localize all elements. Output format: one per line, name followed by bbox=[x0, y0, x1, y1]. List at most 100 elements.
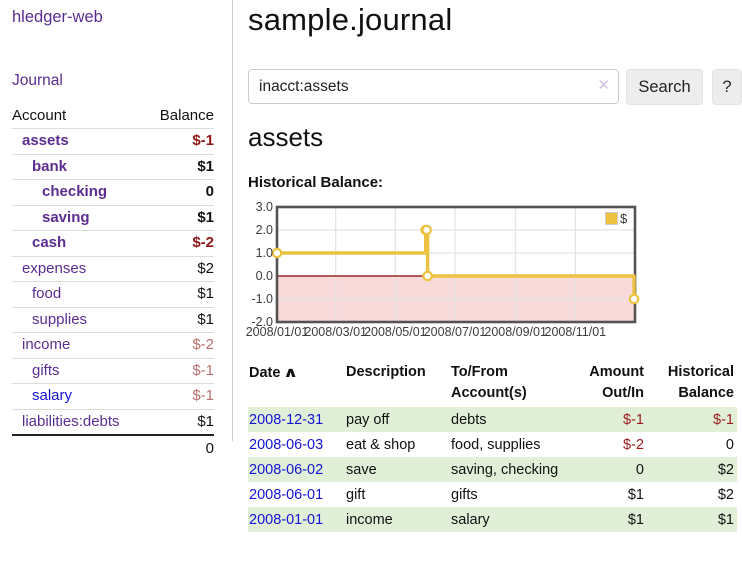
transaction-accounts: debts bbox=[451, 411, 487, 428]
transaction-date-link[interactable]: 2008-06-02 bbox=[249, 461, 324, 478]
y-axis-tick-label: 2.0 bbox=[255, 223, 273, 237]
main-content: sample.journal ✕ Search ? assets Histori… bbox=[246, 0, 742, 582]
sidebar-item-journal[interactable]: Journal bbox=[12, 72, 63, 89]
account-link[interactable]: checking bbox=[42, 183, 108, 200]
date-cell: 2008-12-31 bbox=[248, 407, 345, 432]
account-balance: $-2 bbox=[192, 234, 214, 251]
date-cell: 2008-06-02 bbox=[248, 457, 345, 482]
x-axis-tick-label: 2008/05/01 bbox=[364, 325, 427, 339]
legend-series-label: $ bbox=[620, 211, 628, 226]
account-link[interactable]: supplies bbox=[32, 310, 88, 328]
x-axis-tick-label: 2008/11/01 bbox=[544, 325, 607, 339]
account-row: liabilities:debts $1 bbox=[12, 408, 214, 435]
register-header-row: Date ∧ Description To/From Account(s) Amo… bbox=[248, 362, 737, 407]
transaction-balance: $1 bbox=[717, 511, 734, 528]
account-balance: 0 bbox=[205, 183, 214, 200]
account-balance: $1 bbox=[197, 208, 214, 226]
app-brand-link[interactable]: hledger-web bbox=[12, 8, 103, 26]
help-button[interactable]: ? bbox=[712, 69, 742, 105]
account-balance: $-2 bbox=[192, 336, 214, 353]
transaction-balance: 0 bbox=[725, 436, 734, 453]
transaction-date-link[interactable]: 2008-06-03 bbox=[249, 436, 324, 453]
account-link[interactable]: cash bbox=[32, 234, 67, 251]
transaction-accounts: saving, checking bbox=[451, 461, 559, 478]
chart-legend: $ bbox=[605, 211, 627, 226]
clear-search-icon[interactable]: ✕ bbox=[597, 77, 610, 94]
transaction-description: eat & shop bbox=[346, 436, 416, 453]
chart-plot-area bbox=[271, 205, 640, 324]
account-balance: $1 bbox=[197, 310, 214, 328]
amount-column-header: Amount Out/In bbox=[589, 364, 644, 401]
transaction-row: 2008-06-03 eat & shop food, supplies $-2 0 bbox=[248, 432, 737, 457]
y-axis-tick-label: 0.0 bbox=[255, 269, 273, 283]
account-link[interactable]: gifts bbox=[32, 361, 60, 379]
account-balance: $-1 bbox=[192, 132, 214, 149]
account-link[interactable]: food bbox=[32, 285, 62, 302]
transaction-date-link[interactable]: 2008-06-01 bbox=[249, 486, 324, 503]
account-link[interactable]: liabilities:debts bbox=[22, 412, 120, 430]
accounts-column-header: To/From Account(s) bbox=[451, 364, 527, 401]
x-axis-tick-label: 2008/07/01 bbox=[423, 325, 487, 339]
account-row: salary $-1 bbox=[12, 383, 214, 409]
x-axis-tick-label: 2008/01/01 bbox=[245, 325, 309, 339]
transaction-date-link[interactable]: 2008-12-31 bbox=[249, 411, 324, 428]
legend-color-swatch-icon bbox=[605, 212, 618, 225]
y-axis-tick-label: 1.0 bbox=[255, 246, 273, 260]
date-column-header[interactable]: Date ∧ bbox=[249, 364, 299, 381]
transaction-amount: $1 bbox=[627, 486, 644, 503]
accounts-table: Account Balance assets $-1 bank $1 checking 0… bbox=[12, 104, 214, 461]
x-axis-tick-label: 2008/09/01 bbox=[484, 325, 547, 339]
account-link[interactable]: expenses bbox=[22, 259, 87, 277]
transaction-balance: $2 bbox=[717, 461, 734, 478]
search-input[interactable] bbox=[248, 69, 619, 104]
account-balance: $2 bbox=[197, 259, 214, 277]
transaction-accounts: food, supplies bbox=[451, 436, 541, 453]
account-balance: $1 bbox=[197, 412, 214, 430]
transaction-balance: $-1 bbox=[713, 411, 734, 428]
description-column-header: Description bbox=[346, 364, 426, 380]
transaction-date-link[interactable]: 2008-01-01 bbox=[249, 511, 324, 528]
account-link[interactable]: bank bbox=[32, 157, 68, 175]
transaction-accounts: salary bbox=[451, 511, 490, 528]
transaction-row: 2008-06-01 gift gifts $1 $2 bbox=[248, 482, 737, 507]
y-axis-tick-label: -1.0 bbox=[251, 292, 273, 306]
transaction-amount: $-2 bbox=[623, 436, 644, 453]
transaction-amount: 0 bbox=[635, 461, 644, 478]
account-balance: $1 bbox=[197, 157, 214, 175]
account-row: assets $-1 bbox=[12, 128, 214, 154]
account-link[interactable]: assets bbox=[22, 132, 69, 149]
date-cell: 2008-06-01 bbox=[248, 482, 345, 507]
account-row: gifts $-1 bbox=[12, 357, 214, 384]
account-row: bank $1 bbox=[12, 153, 214, 180]
account-row: expenses $2 bbox=[12, 255, 214, 282]
x-axis-tick-label: 2008/03/01 bbox=[304, 325, 367, 339]
accounts-total-row: 0 bbox=[12, 434, 214, 461]
chart-heading: Historical Balance: bbox=[248, 174, 384, 191]
account-row: income $-2 bbox=[12, 332, 214, 358]
accounts-table-header: Account Balance bbox=[12, 104, 214, 128]
accounts-total-value: 0 bbox=[205, 440, 214, 457]
transaction-description: pay off bbox=[346, 411, 390, 428]
transaction-row: 2008-12-31 pay off debts $-1 $-1 bbox=[248, 407, 737, 432]
account-row: cash $-2 bbox=[12, 230, 214, 256]
balance-column-header: Balance bbox=[159, 107, 214, 124]
transaction-description: save bbox=[346, 461, 377, 478]
historical-balance-chart: $ 3.0 2.0 1.0 0.0 -1.0 -2.0 2008/01/01 2008/03/… bbox=[246, 198, 742, 342]
account-row: checking 0 bbox=[12, 179, 214, 205]
account-link[interactable]: salary bbox=[32, 387, 73, 404]
y-axis-tick-label: 3.0 bbox=[255, 200, 273, 214]
account-title: assets bbox=[248, 122, 324, 152]
transaction-description: income bbox=[346, 511, 393, 528]
account-link[interactable]: income bbox=[22, 336, 71, 353]
account-column-header: Account bbox=[12, 107, 67, 124]
search-button[interactable]: Search bbox=[626, 69, 703, 105]
search-bar: ✕ Search ? bbox=[248, 69, 742, 105]
account-link[interactable]: saving bbox=[42, 208, 90, 226]
transaction-balance: $2 bbox=[717, 486, 734, 503]
transaction-amount: $1 bbox=[627, 511, 644, 528]
register-table: Date ∧ Description To/From Account(s) Amo… bbox=[248, 362, 737, 532]
page-title: sample.journal bbox=[248, 2, 453, 37]
y-axis-tick-label: -2.0 bbox=[251, 315, 273, 329]
transaction-accounts: gifts bbox=[451, 486, 478, 503]
account-row: saving $1 bbox=[12, 204, 214, 231]
